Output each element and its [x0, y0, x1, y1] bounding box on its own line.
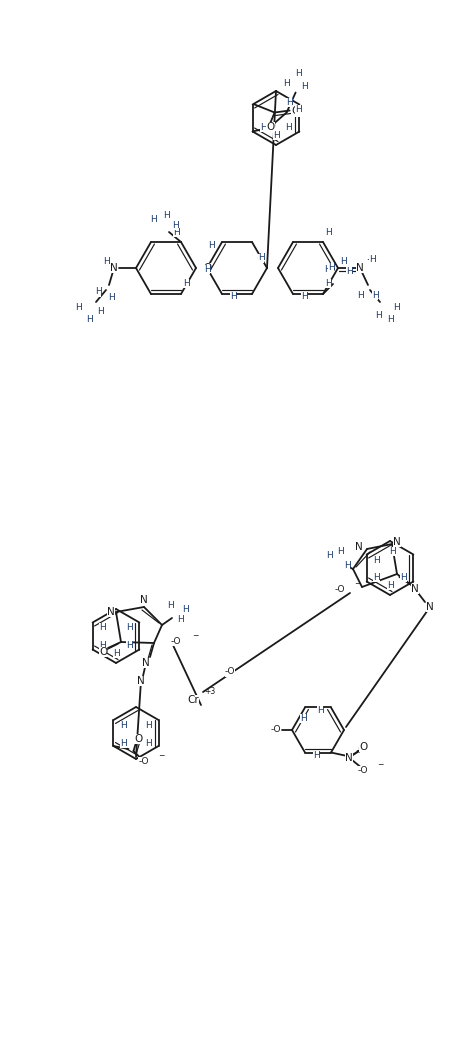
Text: -O: -O — [358, 766, 368, 775]
Text: N: N — [140, 595, 148, 605]
Text: H: H — [295, 105, 302, 114]
Text: H: H — [126, 641, 133, 650]
Text: H: H — [340, 257, 346, 267]
Text: H: H — [108, 293, 114, 303]
Text: H: H — [229, 292, 236, 302]
Text: H: H — [328, 264, 334, 272]
Text: H: H — [346, 268, 352, 276]
Text: H: H — [176, 615, 184, 623]
Text: O: O — [359, 742, 367, 751]
Text: H: H — [357, 290, 363, 300]
Text: N: N — [355, 542, 363, 552]
Text: O: O — [291, 106, 300, 117]
Text: H: H — [283, 79, 290, 88]
Text: H: H — [145, 739, 152, 747]
Text: N: N — [393, 537, 401, 547]
Text: H: H — [301, 82, 308, 91]
Text: H: H — [166, 601, 174, 611]
Text: H: H — [113, 648, 119, 658]
Text: H: H — [299, 714, 307, 723]
Text: H: H — [373, 573, 380, 582]
Text: H: H — [103, 256, 109, 266]
Text: N: N — [411, 584, 419, 594]
Text: +: + — [355, 745, 361, 755]
Text: H: H — [375, 311, 381, 321]
Text: H: H — [272, 130, 280, 140]
Text: H: H — [372, 290, 378, 300]
Text: H: H — [325, 551, 333, 559]
Text: H: H — [285, 123, 292, 132]
Text: H: H — [120, 721, 127, 729]
Text: -O: -O — [271, 725, 281, 735]
Text: O: O — [266, 122, 275, 131]
Text: N: N — [142, 658, 150, 668]
Text: H: H — [75, 304, 81, 312]
Text: H: H — [203, 265, 210, 273]
Text: H: H — [163, 210, 169, 220]
Text: -O: -O — [225, 667, 235, 677]
Text: H: H — [368, 255, 376, 265]
Text: H: H — [120, 739, 127, 747]
Text: H: H — [324, 280, 332, 288]
Text: N: N — [137, 676, 145, 686]
Text: N: N — [426, 602, 434, 612]
Text: H: H — [208, 241, 214, 249]
Text: H: H — [393, 304, 399, 312]
Text: O: O — [134, 734, 142, 744]
Text: H: H — [389, 547, 395, 556]
Text: H: H — [86, 314, 92, 324]
Text: H: H — [182, 604, 188, 614]
Text: H: H — [313, 751, 319, 760]
Text: H: H — [95, 288, 101, 296]
Text: -O: -O — [171, 637, 181, 645]
Text: +3: +3 — [204, 687, 215, 696]
Text: H: H — [183, 280, 189, 288]
Text: N: N — [345, 753, 353, 763]
Text: H: H — [343, 560, 350, 570]
Text: O: O — [99, 647, 107, 657]
Text: -O: -O — [335, 584, 345, 594]
Text: +: + — [366, 255, 372, 264]
Text: N: N — [107, 607, 115, 617]
Text: H: H — [373, 556, 380, 565]
Text: H: H — [386, 580, 394, 590]
Text: H: H — [286, 98, 293, 107]
Text: Cr: Cr — [187, 695, 199, 705]
Text: H: H — [324, 265, 330, 273]
Text: O: O — [203, 263, 211, 273]
Text: H: H — [260, 123, 267, 132]
Text: N: N — [356, 263, 364, 273]
Text: −: − — [354, 579, 360, 588]
Text: H: H — [96, 308, 104, 316]
Text: H: H — [149, 214, 157, 224]
Text: −: − — [377, 761, 384, 769]
Text: H: H — [400, 573, 407, 582]
Text: −: − — [158, 751, 165, 760]
Text: H: H — [301, 292, 307, 302]
Text: H: H — [386, 315, 394, 325]
Text: H: H — [295, 69, 302, 78]
Text: H: H — [172, 221, 178, 229]
Text: H: H — [173, 227, 179, 236]
Text: H: H — [316, 706, 324, 715]
Text: H: H — [126, 623, 133, 632]
Text: H: H — [99, 623, 106, 632]
Text: H: H — [99, 641, 106, 650]
Text: H: H — [337, 548, 343, 556]
Text: −: − — [192, 631, 198, 640]
Text: N: N — [110, 263, 118, 273]
Text: H: H — [324, 227, 332, 236]
Text: H: H — [145, 721, 152, 729]
Text: H: H — [258, 253, 264, 263]
Text: -O: -O — [138, 757, 149, 765]
